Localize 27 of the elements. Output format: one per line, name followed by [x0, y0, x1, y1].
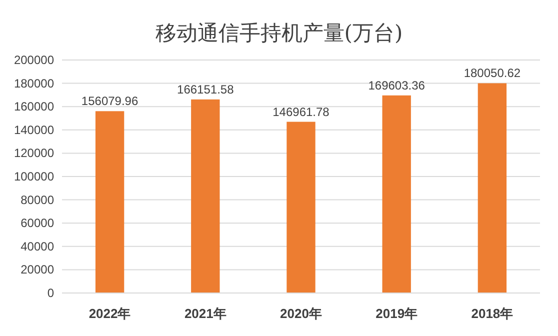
y-tick-label: 20000 [20, 262, 54, 277]
x-tick-label: 2022年 [88, 306, 131, 321]
chart-title: 移动通信手持机产量(万台) [155, 21, 403, 45]
data-label: 156079.96 [81, 94, 138, 108]
y-tick-label: 200000 [14, 53, 54, 67]
y-tick-label: 60000 [20, 216, 54, 230]
y-tick-label: 180000 [14, 76, 54, 90]
data-label: 169603.36 [368, 78, 426, 92]
bar [191, 99, 220, 293]
data-label: 146961.78 [272, 104, 330, 119]
bar [286, 122, 316, 293]
y-tick-label: 80000 [20, 192, 54, 207]
x-tick-label: 2018年 [471, 306, 514, 321]
data-label: 180050.62 [464, 66, 521, 80]
y-tick-label: 40000 [20, 239, 54, 254]
bar [95, 111, 124, 293]
x-tick-label: 2020年 [280, 306, 322, 321]
bar [382, 95, 411, 293]
y-tick-label: 100000 [14, 170, 54, 184]
x-tick-label: 2019年 [376, 306, 418, 321]
y-tick-label: 120000 [14, 146, 54, 160]
y-tick-label: 140000 [14, 122, 54, 137]
x-tick-label: 2021年 [184, 306, 226, 321]
y-tick-label: 160000 [14, 100, 54, 114]
bar [478, 83, 507, 293]
data-label: 166151.58 [177, 82, 234, 96]
y-tick-label: 0 [47, 286, 54, 300]
